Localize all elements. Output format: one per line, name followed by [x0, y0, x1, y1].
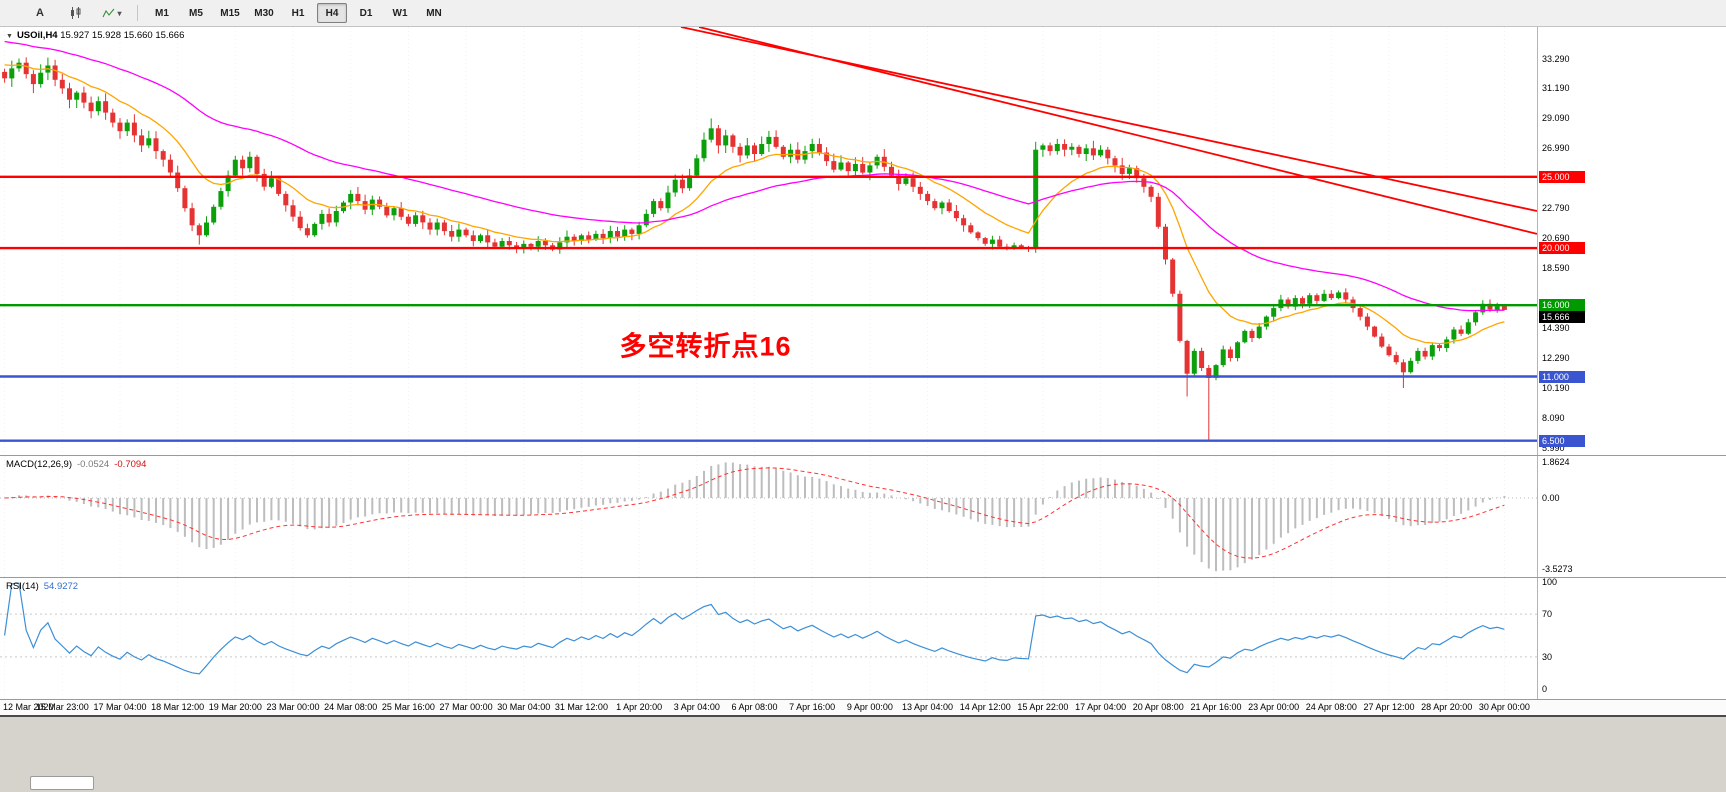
price-axis-tick: 10.190: [1542, 383, 1570, 394]
rsi-name: RSI(14): [6, 581, 39, 592]
price-axis-tick: 18.590: [1542, 263, 1570, 274]
price-axis-tick: 8.090: [1542, 413, 1565, 424]
time-axis-label: 30 Mar 04:00: [497, 702, 551, 712]
price-axis-tick: 31.190: [1542, 83, 1570, 94]
macd-panel: MACD(12,26,9) -0.0524 -0.7094 1.8624 0.00 -3…: [0, 456, 1726, 578]
time-axis-label: 17 Mar 04:00: [93, 702, 147, 712]
time-axis-label: 14 Apr 12:00: [959, 702, 1011, 712]
time-axis-label: 27 Apr 12:00: [1363, 702, 1415, 712]
toolbar-separator: [137, 5, 138, 21]
rsi-value: 54.9272: [43, 581, 79, 592]
hline-price-tag: 20.000: [1539, 242, 1585, 255]
timeframe-button-m5[interactable]: M5: [189, 7, 203, 19]
time-axis-label: 15 Mar 23:00: [35, 702, 89, 712]
taskbar-fragment: [30, 776, 94, 790]
timeframe-button-m15[interactable]: M15: [220, 7, 240, 19]
price-axis-tick: 29.090: [1542, 113, 1570, 124]
rsi-plot[interactable]: [0, 578, 1537, 699]
hline-price-tag: 11.000: [1539, 370, 1585, 383]
timeframe-button-mn[interactable]: MN: [426, 7, 442, 19]
macd-name: MACD(12,26,9): [6, 459, 72, 470]
main-chart-panel: ▼ USOil,H4 15.927 15.928 15.660 15.666 多空…: [0, 27, 1726, 456]
time-axis-label: 6 Apr 08:00: [731, 702, 778, 712]
chart-style-button[interactable]: [59, 2, 93, 24]
time-axis-label: 24 Apr 08:00: [1305, 702, 1357, 712]
rsi-panel: RSI(14) 54.9272 100 70 30 0: [0, 577, 1726, 700]
rsi-axis-tick: 0: [1542, 684, 1548, 694]
time-axis-label: 7 Apr 16:00: [789, 702, 836, 712]
time-axis-label: 24 Mar 08:00: [324, 702, 378, 712]
rsi-axis-tick: 100: [1542, 577, 1558, 587]
rsi-axis-tick: 30: [1542, 651, 1553, 662]
price-chart-plot[interactable]: [0, 27, 1537, 455]
time-axis-label: 12 Mar 2020: [3, 702, 54, 712]
time-axis-label: 27 Mar 00:00: [439, 702, 493, 712]
text-annotation-button[interactable]: A: [36, 7, 44, 19]
price-axis-tick: 20.690: [1542, 233, 1570, 244]
time-axis-label: 30 Apr 00:00: [1478, 702, 1530, 712]
ohlc-values: 15.927 15.928 15.660 15.666: [60, 30, 185, 41]
hline-price-tag: 6.500: [1539, 434, 1585, 447]
macd-axis[interactable]: 1.8624 0.00 -3.5273: [1537, 456, 1726, 577]
time-axis-label: 1 Apr 20:00: [616, 702, 663, 712]
time-axis-label: 18 Mar 12:00: [151, 702, 205, 712]
window-bottom-strip: [0, 717, 1726, 792]
timeframe-group: M1 M5 M15 M30 H1 H4 D1 W1 MN: [145, 3, 451, 23]
timeframe-button-h4[interactable]: H4: [317, 3, 347, 23]
time-axis-label: 23 Apr 00:00: [1248, 702, 1300, 712]
time-axis[interactable]: 12 Mar 2020 15 Mar 23:00 17 Mar 04:00 18 Ma…: [0, 700, 1726, 717]
macd-axis-tick: 1.8624: [1542, 457, 1570, 467]
indicator-icon: [102, 7, 115, 19]
symbol-dropdown-icon[interactable]: ▼: [6, 33, 13, 40]
time-axis-label: 19 Mar 20:00: [208, 702, 262, 712]
timeframe-button-m1[interactable]: M1: [155, 7, 169, 19]
macd-label: MACD(12,26,9) -0.0524 -0.7094: [6, 459, 146, 470]
time-axis-label: 15 Apr 22:00: [1017, 702, 1069, 712]
time-axis-label: 17 Apr 04:00: [1075, 702, 1127, 712]
indicators-dropdown-button[interactable]: ▾: [95, 2, 129, 24]
candlestick-icon: [69, 6, 83, 20]
price-axis-tick: 14.390: [1542, 323, 1570, 334]
rsi-axis-tick: 70: [1542, 609, 1553, 620]
timeframe-button-w1[interactable]: W1: [392, 7, 408, 19]
hline-price-tag: 16.000: [1539, 299, 1585, 312]
macd-plot[interactable]: [0, 456, 1537, 577]
price-axis-tick: 5.990: [1542, 443, 1565, 453]
macd-main-value: -0.0524: [77, 459, 110, 470]
macd-axis-tick: 0.00: [1542, 493, 1560, 504]
time-axis-label: 20 Apr 08:00: [1132, 702, 1184, 712]
time-axis-label: 25 Mar 16:00: [381, 702, 435, 712]
rsi-axis[interactable]: 100 70 30 0: [1537, 577, 1726, 699]
time-axis-label: 28 Apr 20:00: [1421, 702, 1473, 712]
macd-signal-value: -0.7094: [114, 459, 147, 470]
hline-price-tag: 25.000: [1539, 170, 1585, 183]
timeframe-button-m30[interactable]: M30: [254, 7, 274, 19]
timeframe-button-d1[interactable]: D1: [359, 7, 373, 19]
time-axis-label: 31 Mar 12:00: [554, 702, 608, 712]
time-axis-label: 21 Apr 16:00: [1190, 702, 1242, 712]
time-axis-label: 3 Apr 04:00: [673, 702, 720, 712]
rsi-label: RSI(14) 54.9272: [6, 581, 78, 592]
time-axis-label: 13 Apr 04:00: [902, 702, 954, 712]
time-axis-label: 9 Apr 00:00: [846, 702, 893, 712]
price-axis-tick: 12.290: [1542, 353, 1570, 364]
chart-header: ▼ USOil,H4 15.927 15.928 15.660 15.666: [6, 30, 184, 41]
price-axis-tick: 22.790: [1542, 203, 1570, 214]
price-axis-tick: 26.990: [1542, 143, 1570, 154]
current-price-tag: 15.666: [1539, 311, 1585, 324]
macd-axis-tick: -3.5273: [1542, 564, 1573, 574]
chart-text-annotation[interactable]: 多空转折点16: [619, 331, 792, 362]
price-axis-tick: 33.290: [1542, 53, 1570, 64]
chevron-down-icon: ▾: [117, 8, 122, 18]
toolbar: A ▾ M1 M5 M15 M30 H1 H4 D1 W1 MN: [0, 0, 1726, 27]
price-axis[interactable]: 33.290 31.190 29.090 26.990 22.790 20.690 18.5…: [1537, 27, 1726, 455]
symbol-label: USOil,H4: [16, 30, 58, 41]
timeframe-button-h1[interactable]: H1: [291, 7, 305, 19]
time-axis-label: 23 Mar 00:00: [266, 702, 320, 712]
